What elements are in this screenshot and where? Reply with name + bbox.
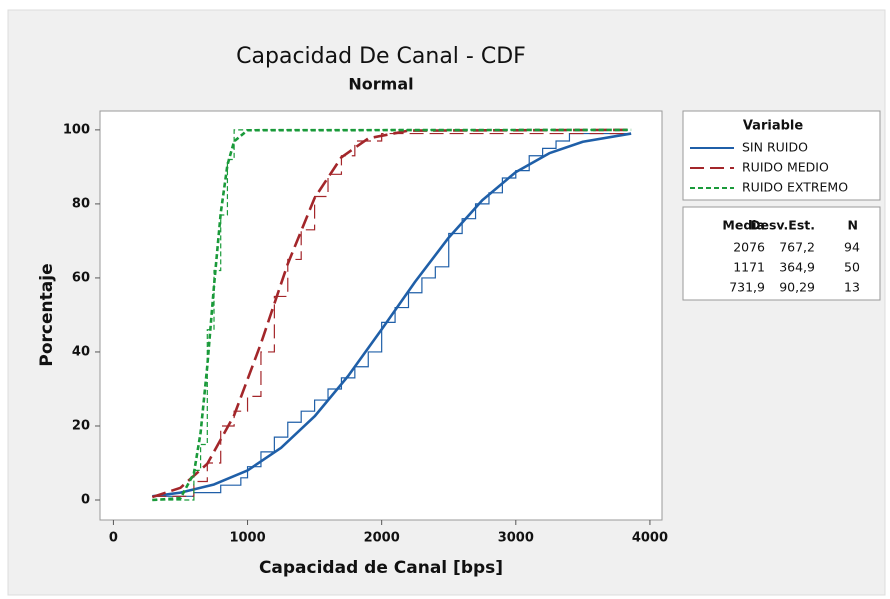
chart-subtitle: Normal (348, 75, 413, 94)
summary-cell: 90,29 (779, 280, 815, 295)
x-axis-label: Capacidad de Canal [bps] (259, 558, 503, 578)
x-tick-label: 0 (109, 531, 118, 546)
y-tick-label: 60 (72, 270, 90, 285)
x-tick-label: 4000 (632, 531, 668, 546)
y-tick-label: 0 (81, 493, 90, 508)
plot-area (99, 110, 663, 521)
y-tick-label: 20 (72, 418, 90, 433)
legend-label: SIN RUIDO (742, 140, 808, 155)
summary-cell: 731,9 (729, 280, 765, 295)
summary-cell: 50 (844, 260, 860, 275)
summary-cell: 1171 (733, 260, 765, 275)
y-axis-label: Porcentaje (37, 263, 57, 366)
y-tick-label: 100 (63, 122, 90, 137)
empirical-line (152, 129, 630, 501)
x-tick-label: 2000 (364, 531, 400, 546)
summary-header: Desv.Est. (750, 218, 815, 233)
legend-label: RUIDO EXTREMO (742, 180, 848, 195)
empirical-line (152, 132, 630, 497)
summary-cell: 364,9 (779, 260, 815, 275)
summary-header: N (848, 218, 858, 233)
summary-cell: 94 (844, 240, 860, 255)
y-tick-label: 40 (72, 344, 90, 359)
legend-label: RUIDO MEDIO (742, 160, 829, 175)
summary-header: Media (722, 218, 765, 233)
summary-cell: 2076 (733, 240, 765, 255)
legend-box (682, 110, 881, 201)
summary-cell: 13 (844, 280, 860, 295)
fit-line (152, 132, 632, 498)
x-tick-label: 1000 (229, 531, 265, 546)
summary-box (682, 206, 881, 301)
x-tick-label: 3000 (498, 531, 534, 546)
summary-cell: 767,2 (779, 240, 815, 255)
chart-title: Capacidad De Canal - CDF (236, 44, 526, 69)
legend-title: Variable (743, 119, 804, 134)
y-tick-label: 80 (72, 196, 90, 211)
fit-line (151, 128, 632, 499)
